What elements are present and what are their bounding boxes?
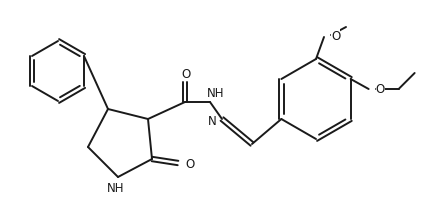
Text: O: O [181,68,191,81]
Text: O: O [185,158,194,171]
Text: NH: NH [207,87,225,100]
Text: O: O [376,83,385,96]
Text: NH: NH [107,182,125,194]
Text: N: N [208,115,217,128]
Text: O: O [331,29,340,42]
